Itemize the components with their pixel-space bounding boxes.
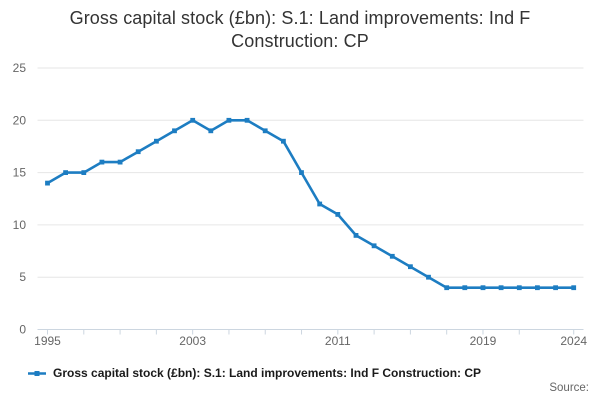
- y-axis-tick-label: 10: [13, 218, 27, 232]
- series-point[interactable]: [117, 159, 123, 165]
- series-point[interactable]: [480, 285, 486, 291]
- series-point[interactable]: [335, 212, 341, 217]
- series-point[interactable]: [81, 170, 87, 175]
- y-axis-tick-label: 5: [19, 270, 26, 284]
- series-point[interactable]: [462, 285, 468, 291]
- y-axis-tick-label: 20: [13, 113, 27, 127]
- series-point[interactable]: [226, 117, 232, 123]
- source-label: Source:: [549, 382, 589, 394]
- series-point[interactable]: [371, 243, 377, 249]
- x-axis-tick-label: 2024: [560, 334, 587, 348]
- series-point[interactable]: [353, 233, 359, 238]
- series-point[interactable]: [299, 170, 304, 175]
- series-point[interactable]: [389, 253, 395, 259]
- series-point[interactable]: [154, 138, 159, 144]
- y-axis-tick-label: 15: [13, 166, 27, 180]
- series-point[interactable]: [63, 170, 68, 175]
- series-point[interactable]: [244, 117, 250, 123]
- chart-title-line2: Construction: CP: [231, 31, 369, 51]
- series-point[interactable]: [190, 117, 196, 123]
- series-point[interactable]: [498, 285, 504, 291]
- series-point[interactable]: [535, 285, 540, 291]
- series-point[interactable]: [553, 285, 558, 291]
- series-point[interactable]: [516, 285, 522, 291]
- series-point[interactable]: [281, 138, 286, 144]
- x-axis-tick-label: 2011: [325, 334, 351, 348]
- legend-item[interactable]: Gross capital stock (£bn): S.1: Land imp…: [28, 365, 481, 381]
- chart-canvas[interactable]: 0 5 10 15 20 25 1995 2003 2011 2019 2024: [0, 0, 600, 355]
- y-axis-tick-label: 0: [19, 323, 26, 337]
- series-point[interactable]: [172, 128, 177, 134]
- legend-marker-point: [34, 370, 40, 376]
- legend-label: Gross capital stock (£bn): S.1: Land imp…: [53, 366, 482, 380]
- series-point[interactable]: [444, 285, 450, 291]
- x-axis-tick-label: 2019: [470, 334, 497, 348]
- chart-title-line1: Gross capital stock (£bn): S.1: Land imp…: [69, 8, 531, 28]
- chart-title: Gross capital stock (£bn): S.1: Land imp…: [0, 7, 600, 53]
- series-point[interactable]: [262, 128, 268, 134]
- x-axis-tick-label: 1995: [34, 334, 61, 348]
- legend-series-marker-icon: [28, 370, 46, 376]
- series-point[interactable]: [208, 128, 214, 134]
- series-point[interactable]: [317, 201, 323, 207]
- y-axis-tick-label: 25: [13, 61, 27, 75]
- series-point[interactable]: [426, 274, 431, 280]
- series-point[interactable]: [408, 264, 413, 270]
- series-point[interactable]: [45, 180, 50, 186]
- series-point[interactable]: [135, 149, 141, 155]
- x-axis-tick-label: 2003: [179, 334, 206, 348]
- series-line[interactable]: [46, 119, 575, 289]
- series-point[interactable]: [571, 285, 577, 291]
- series-point[interactable]: [99, 159, 105, 165]
